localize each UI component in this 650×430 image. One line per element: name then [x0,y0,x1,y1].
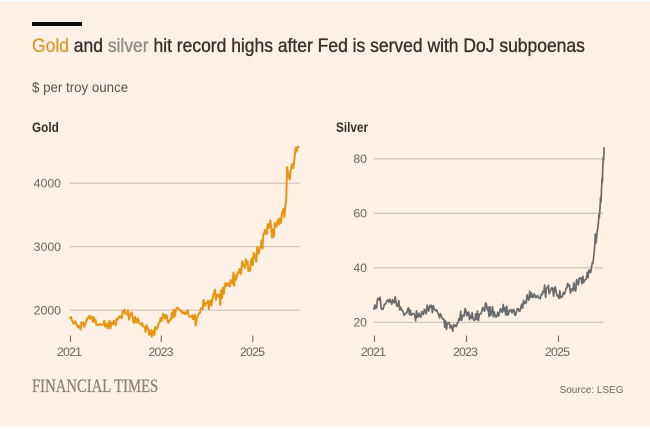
svg-text:2023: 2023 [149,345,174,359]
svg-text:20: 20 [353,316,367,330]
svg-text:4000: 4000 [34,177,62,191]
svg-text:2025: 2025 [240,345,265,359]
svg-text:40: 40 [353,261,367,275]
svg-text:2000: 2000 [34,304,62,318]
svg-text:80: 80 [353,152,367,166]
svg-text:2025: 2025 [545,345,570,359]
svg-text:2021: 2021 [57,345,82,359]
svg-text:60: 60 [353,207,367,221]
svg-text:2021: 2021 [361,345,386,359]
svg-text:3000: 3000 [34,240,62,254]
svg-text:2023: 2023 [453,345,478,359]
